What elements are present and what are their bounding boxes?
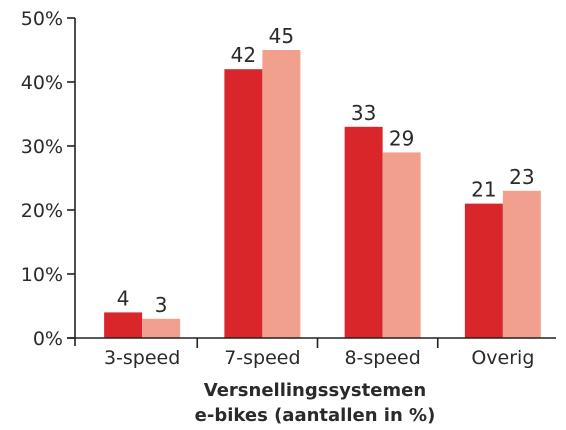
y-tick-label: 40% [21,72,63,94]
bars [104,50,541,338]
y-axis: 0% 10% 20% 30% 40% 50% [21,8,76,350]
x-category-label: Overig [471,347,534,369]
y-tick-label: 0% [33,328,63,350]
data-label-series-2-8-speed: 29 [389,126,414,150]
x-axis-title-line-1: Versnellingssystemen [204,380,426,401]
y-tick-label: 30% [21,136,63,158]
data-label-series-1-7-speed: 42 [231,43,256,67]
data-label-series-1-8-speed: 33 [351,101,376,125]
data-label-series-1-3-speed: 4 [117,286,130,310]
data-label-series-2-overig: 23 [509,165,534,189]
bar-series-2-3-speed [142,318,181,338]
data-label-series-2-7-speed: 45 [269,24,294,48]
bar-series-1-overig [464,203,503,338]
x-axis: 3-speed 7-speed 8-speed Overig [67,337,556,369]
x-category-label: 8-speed [344,347,420,369]
bar-series-1-3-speed [104,312,143,338]
data-label-series-2-3-speed: 3 [155,293,168,317]
bar-series-1-7-speed [224,69,263,338]
data-labels: 4 3 42 45 33 29 21 23 [117,24,535,317]
bar-series-1-8-speed [344,126,383,338]
bar-series-2-8-speed [382,152,421,338]
data-label-series-1-overig: 21 [471,178,496,202]
bar-series-2-7-speed [262,50,301,338]
x-category-label: 7-speed [224,347,300,369]
x-axis-title-line-2: e-bikes (aantallen in %) [195,405,436,426]
y-tick-label: 50% [21,8,63,30]
y-tick-label: 10% [21,264,63,286]
x-category-label: 3-speed [104,347,180,369]
y-tick-label: 20% [21,200,63,222]
bar-series-2-overig [502,190,541,338]
